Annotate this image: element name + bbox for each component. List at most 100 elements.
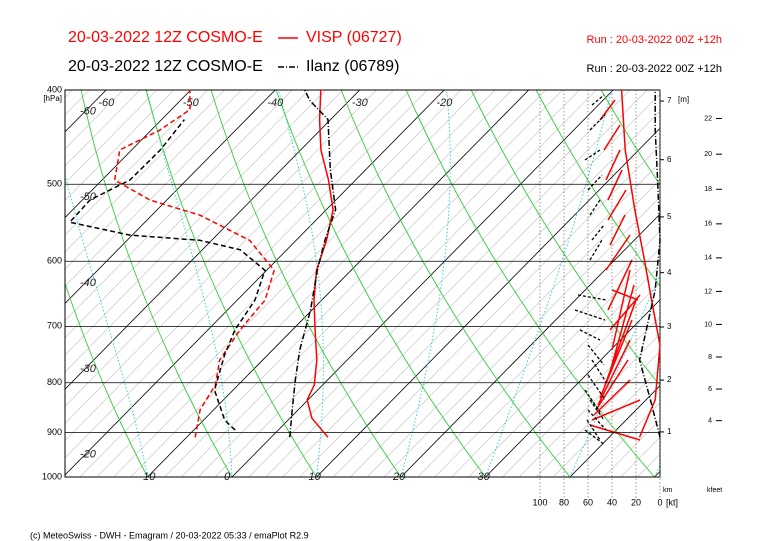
- wind-barb: [574, 94, 607, 446]
- isotherm: [147, 90, 529, 477]
- run-info: Run : 20-03-2022 00Z +12h: [587, 63, 722, 75]
- wind-axis-label: [kt]: [666, 497, 678, 507]
- y-tick-label: 400: [47, 84, 62, 94]
- y-tick-label: 500: [47, 179, 62, 189]
- dry-adiabat: [65, 282, 148, 477]
- kfeet-tick-label: 12: [704, 288, 712, 295]
- footer: (c) MeteoSwiss - DWH - Emagram / 20-03-2…: [30, 530, 309, 540]
- isotherm-minor: [65, 90, 141, 167]
- y-tick-label: 600: [47, 256, 62, 266]
- isotherm-minor: [536, 350, 660, 477]
- isotherm: [400, 213, 660, 477]
- isotherm-minor: [65, 90, 327, 356]
- legend-station: Ilanz (06789): [306, 58, 399, 75]
- isotherm-minor: [350, 162, 660, 477]
- kfeet-tick-label: 14: [704, 255, 712, 262]
- y-tick-label: 700: [47, 321, 62, 331]
- moist-adiabat: [278, 90, 324, 477]
- wind_speed-profile: [638, 90, 661, 438]
- wind-tick-label: 20: [631, 497, 641, 507]
- height-tick-label: 1: [667, 427, 672, 436]
- run-info: Run : 20-03-2022 00Z +12h: [587, 34, 722, 46]
- wind-tick-label: 100: [532, 497, 547, 507]
- wind-tick-label: 0: [657, 497, 662, 507]
- isotherm: [65, 90, 191, 219]
- isotherm-minor: [65, 90, 259, 287]
- isotherm-minor: [113, 90, 496, 477]
- legend-station: VISP (06727): [306, 29, 402, 46]
- isotherm-label: -50: [183, 97, 200, 109]
- dewpoint-profile: [68, 119, 266, 431]
- isotherm: [569, 385, 660, 477]
- dewpoint-profile: [113, 89, 276, 438]
- kfeet-tick-label: 18: [704, 186, 712, 193]
- isotherm-minor: [65, 90, 377, 407]
- y-tick-label: 900: [47, 427, 62, 437]
- y-tick-label: 800: [47, 377, 62, 387]
- height-tick-label: 6: [667, 155, 672, 164]
- isotherm-label: -30: [352, 97, 369, 109]
- isotherm: [231, 90, 614, 477]
- moist-adiabat: [146, 90, 233, 477]
- isotherm-minor: [65, 90, 208, 236]
- isotherm: [65, 90, 360, 390]
- y-tick-label: 1000: [42, 471, 62, 481]
- dry-adiabat: [80, 90, 233, 477]
- isotherm-label: -60: [80, 105, 97, 117]
- kfeet-tick-label: 16: [704, 221, 712, 228]
- isotherm-minor: [367, 179, 660, 477]
- height-axis-label: [m]: [678, 95, 689, 104]
- dry-adiabat: [600, 90, 660, 186]
- isotherm-minor: [265, 90, 648, 477]
- isotherm-minor: [383, 196, 660, 477]
- isotherm-minor: [552, 368, 660, 477]
- kfeet-tick-label: 20: [704, 151, 712, 158]
- isotherm-minor: [65, 90, 158, 184]
- isotherm-label: -50: [80, 191, 97, 203]
- moist-adiabat: [65, 172, 148, 477]
- isotherm-label: -20: [436, 97, 453, 109]
- legend-model: 20-03-2022 12Z COSMO-E: [68, 29, 263, 46]
- isotherm-minor: [79, 90, 462, 477]
- dry-adiabat: [340, 90, 571, 477]
- legend-model: 20-03-2022 12Z COSMO-E: [68, 58, 263, 75]
- dry-adiabat: [470, 90, 660, 387]
- isotherm-minor: [434, 248, 660, 477]
- moist-adiabat: [485, 90, 612, 477]
- isotherm-minor: [65, 90, 428, 459]
- isotherm-minor: [502, 316, 660, 477]
- dry-adiabat: [210, 90, 402, 477]
- isotherm-minor: [333, 145, 660, 477]
- wind_speed-profile: [620, 89, 661, 438]
- height-tick-label: 5: [667, 212, 672, 221]
- kfeet-tick-label: 4: [708, 417, 712, 424]
- isotherm-minor: [451, 265, 660, 477]
- isotherm-minor: [164, 90, 546, 477]
- isotherm-minor: [65, 90, 343, 373]
- isotherm: [65, 90, 445, 476]
- height-axis-bottom-label: km: [663, 487, 673, 494]
- isotherm-minor: [130, 90, 512, 477]
- height-tick-label: 2: [667, 375, 672, 384]
- dry-adiabat: [275, 90, 486, 477]
- isotherm-minor: [181, 90, 563, 477]
- isotherm-label: -30: [80, 363, 97, 375]
- isotherm-minor: [65, 90, 174, 201]
- kfeet-tick-label: 8: [708, 354, 712, 361]
- isotherm-minor: [519, 333, 660, 477]
- kfeet-tick-label: 22: [704, 115, 712, 122]
- isotherm-minor: [65, 90, 411, 442]
- y-axis-label: [hPa]: [43, 94, 62, 103]
- isotherm-minor: [65, 90, 293, 321]
- isotherm-minor: [65, 90, 310, 339]
- height-tick-label: 7: [667, 96, 672, 105]
- isotherm-minor: [65, 90, 225, 253]
- isotherm: [65, 90, 276, 304]
- height-tick-label: 4: [667, 268, 672, 277]
- height-tick-label: 3: [667, 322, 672, 331]
- isotherm-label: -60: [98, 97, 115, 109]
- isotherm-minor: [65, 90, 242, 270]
- wind-tick-label: 60: [583, 497, 593, 507]
- isotherm-label: -40: [80, 277, 97, 289]
